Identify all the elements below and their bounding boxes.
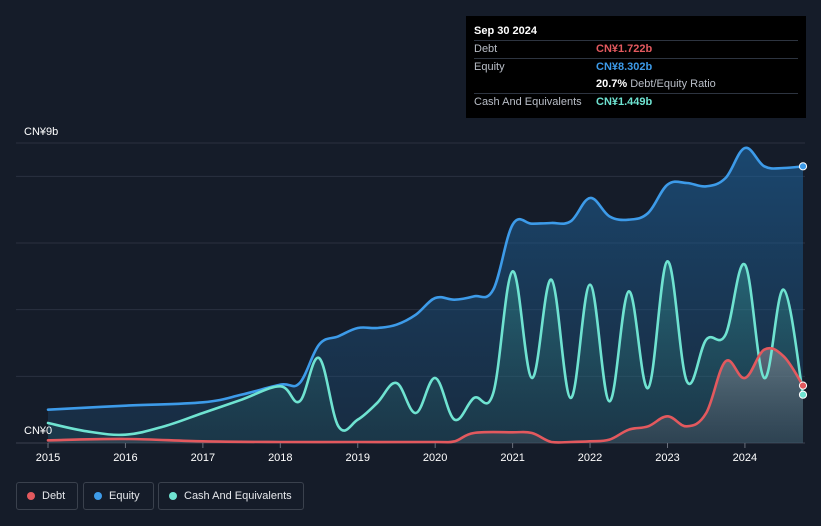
tooltip-value: CN¥8.302b [596, 61, 653, 73]
legend-dot-icon [27, 492, 35, 500]
debt-line [46, 346, 805, 444]
tooltip-label: Debt [474, 43, 498, 55]
x-tick-label: 2022 [578, 452, 602, 464]
legend-item-cash[interactable]: Cash And Equivalents [158, 482, 304, 510]
tooltip-row-debt: Debt CN¥1.722b [474, 40, 798, 58]
x-tick-label: 2019 [346, 452, 370, 464]
series-lines [46, 146, 805, 444]
tooltip-label [474, 76, 596, 93]
legend-label: Debt [42, 490, 66, 502]
tooltip-date: Sep 30 2024 [474, 25, 537, 37]
tooltip-value: 20.7% [596, 78, 628, 90]
legend-label: Equity [109, 490, 140, 502]
debt-area [48, 348, 803, 443]
equity-end-marker[interactable] [798, 162, 808, 171]
legend-label: Cash And Equivalents [184, 490, 292, 502]
x-tick-label: 2023 [655, 452, 679, 464]
debt-end-marker[interactable] [798, 381, 808, 390]
tooltip-row-ratio: 20.7% Debt/Equity Ratio [474, 76, 798, 93]
x-tick-label: 2018 [268, 452, 292, 464]
x-tick-label: 2017 [191, 452, 215, 464]
tooltip-label: Cash And Equivalents [474, 96, 582, 108]
equity-line [46, 146, 805, 411]
legend-item-debt[interactable]: Debt [16, 482, 78, 510]
x-tick-label: 2020 [423, 452, 447, 464]
series-areas [48, 147, 803, 443]
x-tick-label: 2016 [113, 452, 137, 464]
cash-and-equivalents-end-marker[interactable] [798, 390, 808, 399]
tooltip-label: Equity [474, 61, 505, 73]
x-tick-label: 2024 [733, 452, 757, 464]
tooltip-row-equity: Equity CN¥8.302b [474, 58, 798, 76]
series-end-markers [798, 162, 808, 399]
legend-dot-icon [94, 492, 102, 500]
cash-and-equivalents-area [48, 261, 803, 443]
equity-area [48, 147, 803, 443]
legend-item-equity[interactable]: Equity [83, 482, 154, 510]
x-axis-ticks: 2015 2016 2017 2018 2019 2020 2021 2022 2023 2024 [36, 443, 757, 464]
data-tooltip: Sep 30 2024 Debt CN¥1.722b Equity CN¥8.3… [466, 16, 806, 118]
cash-and-equivalents-line [46, 260, 805, 437]
x-tick-label: 2015 [36, 452, 60, 464]
y-axis-top-label: CN¥9b [24, 126, 59, 138]
y-axis-bottom-label: CN¥0 [24, 425, 53, 437]
tooltip-value: CN¥1.449b [596, 96, 653, 108]
legend-dot-icon [169, 492, 177, 500]
tooltip-value: CN¥1.722b [596, 43, 653, 55]
tooltip-extra: Debt/Equity Ratio [630, 78, 716, 90]
tooltip-row-cash: Cash And Equivalents CN¥1.449b [474, 93, 798, 111]
x-tick-label: 2021 [500, 452, 524, 464]
